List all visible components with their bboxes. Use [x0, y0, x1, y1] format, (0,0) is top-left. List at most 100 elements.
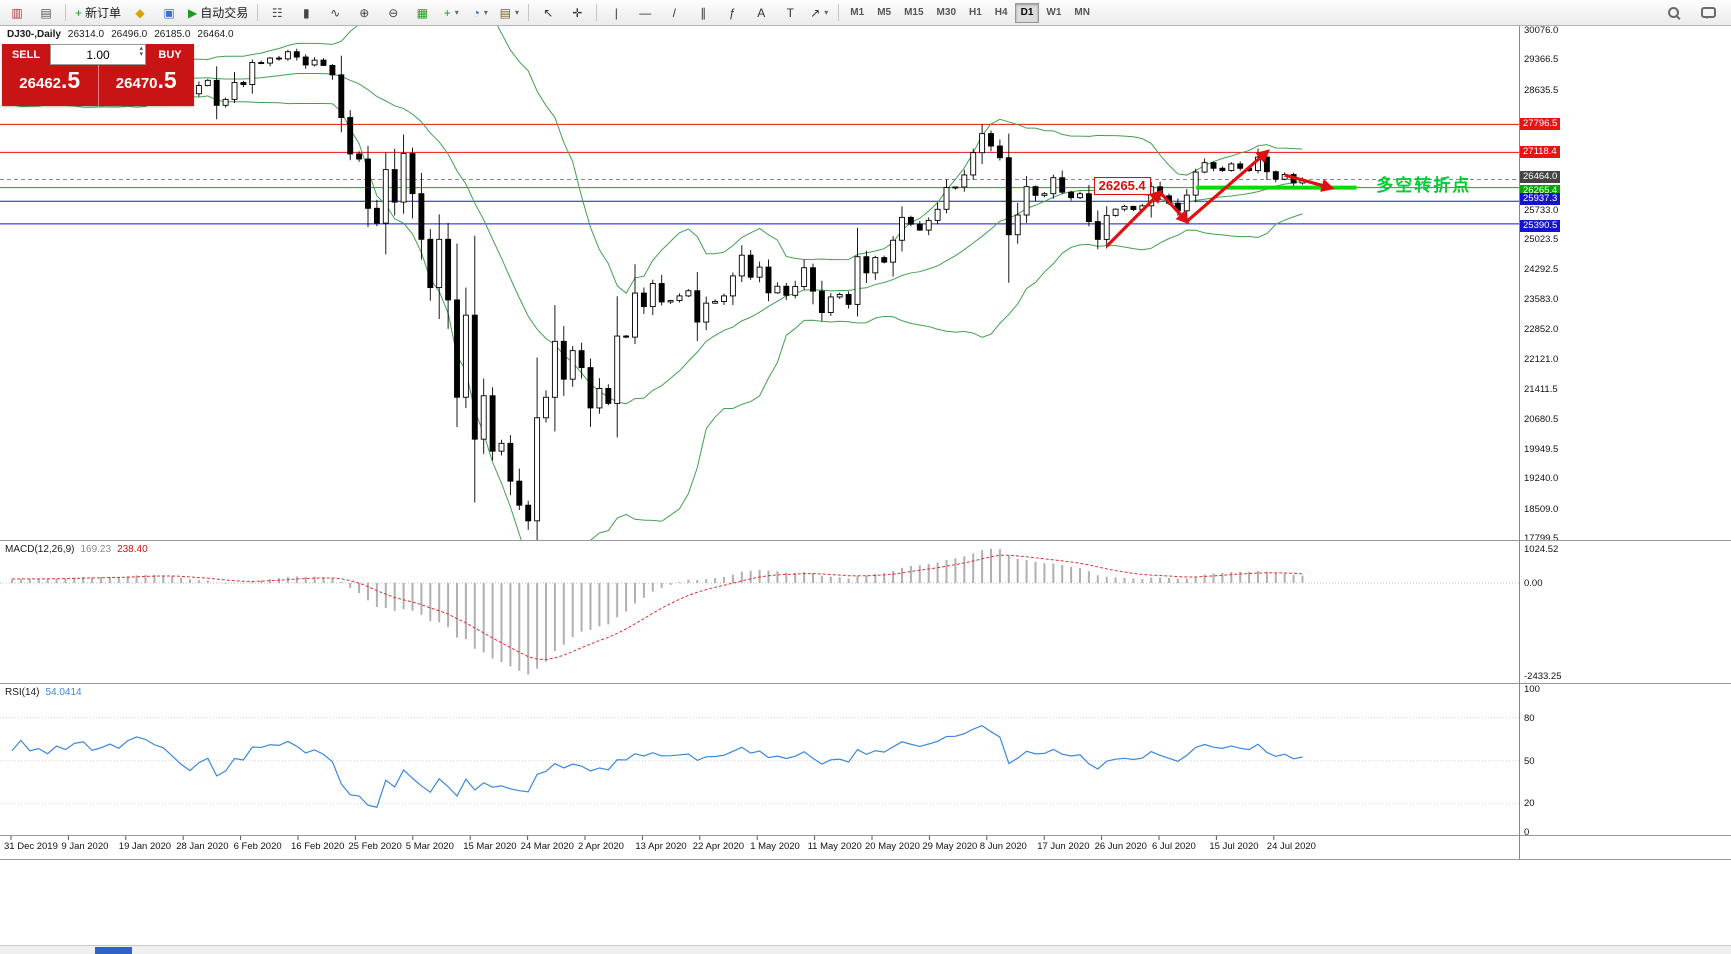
- search-icon: [1667, 6, 1681, 20]
- toolbar-separator: [838, 4, 840, 21]
- trend-zigzag-arrow[interactable]: [1158, 191, 1190, 225]
- toolbar-separator: [257, 4, 259, 21]
- equidistant-channel-icon: ∥: [700, 5, 707, 20]
- zoom-in-button[interactable]: ⊕: [350, 2, 378, 24]
- candlestick-chart-button[interactable]: ▮: [292, 2, 320, 24]
- high-value: 26496.0: [111, 29, 148, 40]
- level-label-support-lower: 25390.5: [1520, 219, 1561, 232]
- indicators-dropdown-icon[interactable]: ▾: [454, 8, 459, 17]
- navigator-button[interactable]: ▣: [155, 2, 183, 24]
- buy-price-pip: 5: [163, 67, 177, 93]
- horizontal-line-button[interactable]: —: [631, 2, 659, 24]
- date-axis-label: 15 Mar 2020: [463, 841, 517, 852]
- sell-button[interactable]: SELL: [2, 44, 50, 65]
- chat-icon: [1701, 6, 1716, 19]
- date-axis-label: 11 May 2020: [807, 841, 862, 852]
- buy-button[interactable]: BUY: [146, 44, 194, 65]
- toolbar-separator: [596, 4, 598, 21]
- timeframe-d1-button[interactable]: D1: [1014, 2, 1040, 23]
- timeframe-h4-button[interactable]: H4: [994, 7, 1008, 18]
- chart-ohlc-header: DJ30-,Daily 26314.0 26496.0 26185.0 2646…: [7, 29, 234, 40]
- rsi-line: [11, 725, 1303, 808]
- periods-icon: ◔: [472, 5, 480, 20]
- text-label-button[interactable]: T: [776, 2, 804, 24]
- new-order-icon: +: [75, 5, 83, 20]
- rsi-indicator-label: RSI(14) 54.0414: [5, 687, 82, 698]
- timeframe-m15-button[interactable]: M15: [904, 7, 924, 18]
- status-bar: [0, 945, 1731, 954]
- price-annotation-box[interactable]: 26265.4: [1093, 177, 1151, 195]
- candlestick-chart-icon: ▮: [302, 5, 310, 20]
- price-axis-tick: 28635.5: [1524, 84, 1559, 96]
- date-axis-label: 24 Jul 2020: [1266, 841, 1316, 852]
- bar-chart-button[interactable]: ☷: [263, 2, 291, 24]
- indicators-button[interactable]: + ▾: [437, 2, 465, 24]
- price-axis-tick: 22852.0: [1524, 323, 1559, 335]
- macd-title: MACD(12,26,9): [5, 544, 75, 555]
- templates-dropdown-icon[interactable]: ▾: [514, 8, 519, 17]
- arrows-icon: ↗: [810, 5, 821, 20]
- timeframe-mn-button[interactable]: MN: [1074, 7, 1090, 18]
- date-axis-label: 19 Jan 2020: [118, 841, 172, 852]
- text-button[interactable]: A: [747, 2, 775, 24]
- metaeditor-button[interactable]: ◆: [126, 2, 154, 24]
- zoom-out-button[interactable]: ⊖: [379, 2, 407, 24]
- price-axis-tick: 17799.5: [1524, 532, 1559, 544]
- lot-size-value: 1.00: [86, 47, 110, 62]
- cursor-button[interactable]: ↖: [534, 2, 562, 24]
- date-axis-label: 13 Apr 2020: [635, 841, 687, 852]
- symbol-label: DJ30-,Daily: [7, 29, 61, 40]
- periods-dropdown-icon[interactable]: ▾: [483, 8, 488, 17]
- vertical-line-button[interactable]: |: [602, 2, 630, 24]
- bollinger-middle: [11, 72, 1303, 405]
- price-axis-tick: 30076.0: [1524, 25, 1559, 36]
- price-axis-tick: 29366.5: [1524, 54, 1559, 66]
- templates-button[interactable]: ▤ ▾: [495, 2, 523, 24]
- timeframe-h1-button[interactable]: H1: [969, 7, 982, 18]
- lot-spinner[interactable]: ▴ ▾: [139, 45, 143, 58]
- rsi-axis-tick: 20: [1524, 798, 1535, 810]
- sell-price-button[interactable]: 26462.5: [2, 65, 99, 106]
- one-click-trading-panel: SELL 1.00 ▴ ▾ BUY 26462.5 26470.5: [2, 44, 194, 106]
- line-chart-button[interactable]: ∿: [321, 2, 349, 24]
- level-label-resistance-upper: 27796.5: [1520, 118, 1561, 131]
- arrows-button[interactable]: ↗ ▾: [805, 2, 833, 24]
- chat-button[interactable]: [1694, 2, 1722, 24]
- periods-button[interactable]: ◔ ▾: [466, 2, 494, 24]
- new-chart-icon: ▥: [11, 5, 23, 20]
- chart-profiles-button[interactable]: ▤: [32, 2, 60, 24]
- lot-size-input[interactable]: 1.00 ▴ ▾: [50, 44, 146, 65]
- arrows-dropdown-icon[interactable]: ▾: [824, 8, 829, 17]
- trendline-button[interactable]: /: [660, 2, 688, 24]
- trend-tail-arrow[interactable]: [1284, 173, 1335, 192]
- level-label-resistance-lower: 27118.4: [1520, 146, 1560, 159]
- price-axis-tick: 25023.5: [1524, 234, 1559, 246]
- buy-price-button[interactable]: 26470.5: [98, 65, 194, 106]
- timeframe-m30-button[interactable]: M30: [936, 7, 956, 18]
- annotation-note-text[interactable]: 多空转折点: [1376, 176, 1472, 195]
- date-axis-label: 5 Mar 2020: [405, 841, 454, 852]
- search-button[interactable]: [1660, 2, 1688, 24]
- trend-zigzag-arrow[interactable]: [1185, 149, 1270, 223]
- tile-windows-button[interactable]: ▦: [408, 2, 436, 24]
- date-axis-label: 2 Apr 2020: [578, 841, 624, 852]
- toolbar-right-icons: [1660, 2, 1728, 24]
- cursor-icon: ↖: [543, 5, 554, 20]
- crosshair-button[interactable]: ✛: [563, 2, 591, 24]
- price-axis-tick: 22121.0: [1524, 354, 1559, 366]
- timeframe-w1-button[interactable]: W1: [1046, 7, 1062, 18]
- trend-zigzag-arrow[interactable]: [1105, 189, 1163, 248]
- equidistant-channel-button[interactable]: ∥: [689, 2, 717, 24]
- new-order-button[interactable]: + 新订单: [71, 2, 125, 24]
- rsi-axis-tick: 50: [1524, 755, 1535, 767]
- autotrading-button[interactable]: ▶ 自动交易: [184, 2, 252, 24]
- fibonacci-button[interactable]: ƒ: [718, 2, 746, 24]
- toolbar-separator: [65, 4, 66, 21]
- new-chart-button[interactable]: ▥: [3, 2, 31, 24]
- timeframe-m5-button[interactable]: M5: [877, 7, 892, 18]
- horizontal-line-icon: —: [639, 5, 652, 20]
- text-icon: A: [757, 5, 766, 20]
- timeframe-m1-button[interactable]: M1: [850, 7, 865, 18]
